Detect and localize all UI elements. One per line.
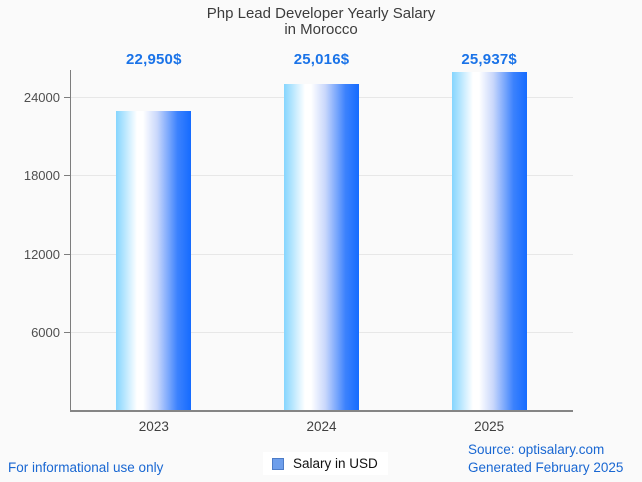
y-tick-label-18000: 18000: [23, 168, 60, 184]
footer-source-link[interactable]: Source: optisalary.com: [468, 442, 605, 457]
bar-2025[interactable]: [451, 71, 527, 410]
y-axis-line: [70, 70, 71, 411]
value-label-2024: 25,016$: [293, 51, 350, 68]
legend-label: Salary in USD: [293, 456, 378, 471]
chart-subtitle: in Morocco: [284, 21, 358, 38]
y-tick-24000: [64, 96, 70, 98]
y-tick-label-24000: 24000: [23, 89, 60, 105]
plot-area: 6000 12000 18000 24000 22,950$ 2023 25,016$ 202…: [24, 51, 573, 434]
x-axis-line: [70, 410, 573, 412]
y-tick-label-12000: 12000: [23, 246, 60, 262]
y-tick-12000: [64, 253, 70, 255]
y-tick-18000: [64, 175, 70, 177]
value-label-2025: 25,937$: [461, 51, 517, 68]
chart-title: Php Lead Developer Yearly Salary: [206, 5, 436, 22]
legend[interactable]: Salary in USD: [263, 452, 388, 475]
y-tick-label-6000: 6000: [31, 325, 60, 341]
bar-2023[interactable]: [116, 110, 192, 410]
y-tick-6000: [64, 332, 70, 334]
x-tick-label-2024: 2024: [306, 419, 337, 434]
x-tick-label-2023: 2023: [138, 419, 169, 434]
footer-disclaimer: For informational use only: [8, 460, 164, 475]
legend-swatch-icon: [272, 457, 284, 470]
value-label-2023: 22,950$: [126, 51, 182, 68]
footer-generated: Generated February 2025: [468, 459, 624, 475]
x-tick-label-2025: 2025: [474, 419, 505, 434]
footer-source-block: Source: optisalary.com Generated Februar…: [468, 441, 623, 476]
bar-2024[interactable]: [284, 83, 359, 410]
